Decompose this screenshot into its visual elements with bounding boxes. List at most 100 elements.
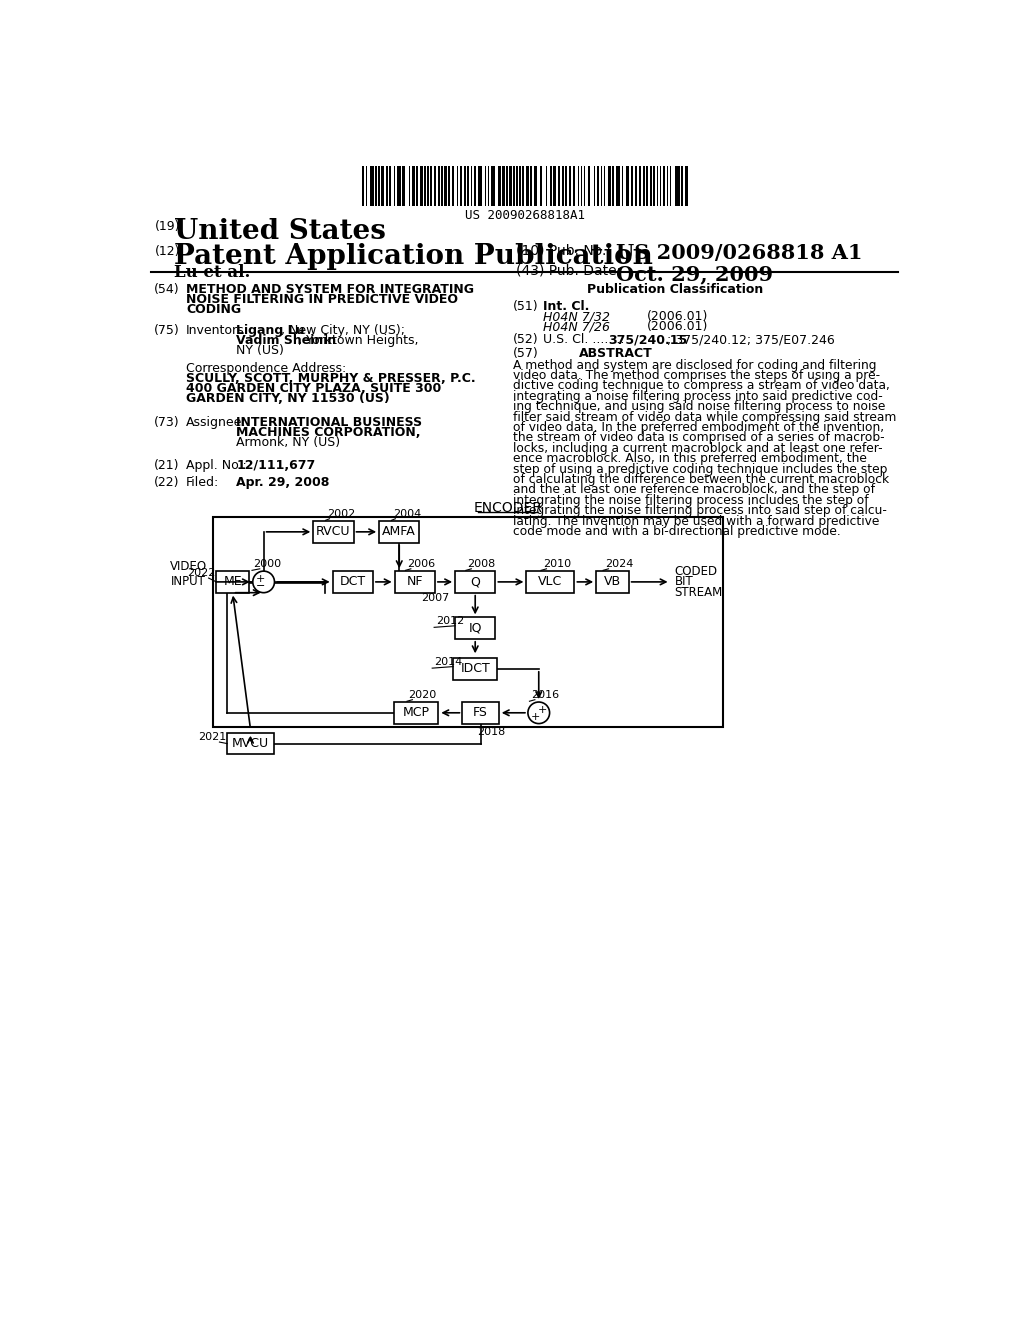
Bar <box>436 166 438 206</box>
Bar <box>472 166 474 206</box>
Bar <box>669 166 670 206</box>
Text: ME: ME <box>223 576 242 589</box>
Text: 12/111,677: 12/111,677 <box>237 459 315 471</box>
Bar <box>402 166 404 206</box>
Bar <box>685 166 688 206</box>
Text: 2010: 2010 <box>543 558 570 569</box>
Bar <box>518 166 519 206</box>
Bar <box>535 166 538 206</box>
Bar <box>641 166 643 206</box>
Text: (52): (52) <box>513 333 539 346</box>
Bar <box>362 166 364 206</box>
Text: CODED: CODED <box>675 565 718 578</box>
Bar <box>604 166 605 206</box>
Bar <box>455 618 496 639</box>
Bar <box>601 166 602 206</box>
Bar <box>420 166 423 206</box>
Text: (12): (12) <box>155 244 180 257</box>
Text: integrating a noise filtering process into said predictive cod-: integrating a noise filtering process in… <box>513 389 883 403</box>
Text: 2007: 2007 <box>421 594 450 603</box>
Bar <box>586 166 588 206</box>
Text: BIT: BIT <box>675 576 693 589</box>
Text: 400 GARDEN CITY PLAZA, SUITE 300: 400 GARDEN CITY PLAZA, SUITE 300 <box>186 383 441 396</box>
Text: Inventors:: Inventors: <box>186 323 249 337</box>
Text: 2022: 2022 <box>187 568 215 578</box>
Text: ; 375/240.12; 375/E07.246: ; 375/240.12; 375/E07.246 <box>667 333 835 346</box>
Bar <box>430 166 432 206</box>
Bar <box>602 166 604 206</box>
Bar <box>213 517 723 726</box>
Text: VIDEO: VIDEO <box>170 560 207 573</box>
Bar <box>563 166 565 206</box>
Text: Assignee:: Assignee: <box>186 416 247 429</box>
Text: Apr. 29, 2008: Apr. 29, 2008 <box>237 477 330 490</box>
Bar <box>394 702 438 723</box>
Text: FS: FS <box>473 706 488 719</box>
Text: SCULLY, SCOTT, MURPHY & PRESSER, P.C.: SCULLY, SCOTT, MURPHY & PRESSER, P.C. <box>186 372 476 385</box>
Bar <box>429 166 430 206</box>
Text: 2000: 2000 <box>254 558 282 569</box>
Text: H04N 7/26: H04N 7/26 <box>543 321 609 333</box>
Bar <box>652 166 653 206</box>
Bar <box>467 166 469 206</box>
Bar <box>513 166 515 206</box>
Bar <box>482 166 484 206</box>
Bar <box>506 166 508 206</box>
Bar <box>531 166 535 206</box>
Text: 2002: 2002 <box>328 508 355 519</box>
Bar <box>377 166 378 206</box>
Bar <box>646 166 648 206</box>
Bar <box>395 166 397 206</box>
Bar <box>464 166 466 206</box>
Text: ABSTRACT: ABSTRACT <box>579 347 653 360</box>
Text: Publication Classification: Publication Classification <box>587 284 763 296</box>
Bar <box>554 166 556 206</box>
Bar <box>631 166 633 206</box>
Bar <box>426 166 427 206</box>
Bar <box>415 166 417 206</box>
Bar <box>516 166 518 206</box>
Bar <box>578 166 579 206</box>
Text: Oct. 29, 2009: Oct. 29, 2009 <box>616 264 773 284</box>
Bar <box>423 166 424 206</box>
Bar <box>409 166 410 206</box>
Text: dictive coding technique to compress a stream of video data,: dictive coding technique to compress a s… <box>513 379 890 392</box>
Text: step of using a predictive coding technique includes the step: step of using a predictive coding techni… <box>513 462 888 475</box>
Bar <box>521 166 522 206</box>
Bar <box>622 166 624 206</box>
Text: US 20090268818A1: US 20090268818A1 <box>465 209 585 222</box>
Text: 2020: 2020 <box>409 690 437 700</box>
Bar <box>542 166 546 206</box>
Text: (2006.01): (2006.01) <box>647 321 709 333</box>
Text: of video data. In the preferred embodiment of the invention,: of video data. In the preferred embodime… <box>513 421 885 434</box>
Bar <box>662 166 663 206</box>
Text: INTERNATIONAL BUSINESS: INTERNATIONAL BUSINESS <box>237 416 423 429</box>
Text: (22): (22) <box>154 477 179 490</box>
Text: integrating the noise filtering process into said step of calcu-: integrating the noise filtering process … <box>513 504 887 517</box>
Bar <box>364 166 366 206</box>
Text: METHOD AND SYSTEM FOR INTEGRATING: METHOD AND SYSTEM FOR INTEGRATING <box>186 284 474 296</box>
Bar <box>227 733 273 755</box>
Bar <box>579 166 581 206</box>
Text: code mode and with a bi-directional predictive mode.: code mode and with a bi-directional pred… <box>513 525 841 539</box>
Text: ence macroblock. Also, in this preferred embodiment, the: ence macroblock. Also, in this preferred… <box>513 453 867 465</box>
Bar <box>400 166 402 206</box>
Bar <box>508 166 509 206</box>
Bar <box>597 166 599 206</box>
Bar <box>439 166 441 206</box>
Bar <box>665 166 667 206</box>
Bar <box>570 166 572 206</box>
Text: NF: NF <box>407 576 423 589</box>
Text: (73): (73) <box>154 416 179 429</box>
Bar <box>313 521 353 543</box>
Bar <box>595 166 597 206</box>
Bar <box>614 166 616 206</box>
Bar <box>386 166 388 206</box>
Bar <box>487 166 489 206</box>
Bar <box>645 166 646 206</box>
Text: CODING: CODING <box>186 304 242 317</box>
Bar <box>417 166 418 206</box>
Bar <box>378 166 380 206</box>
Text: INPUT: INPUT <box>171 576 206 589</box>
Bar <box>607 166 611 206</box>
